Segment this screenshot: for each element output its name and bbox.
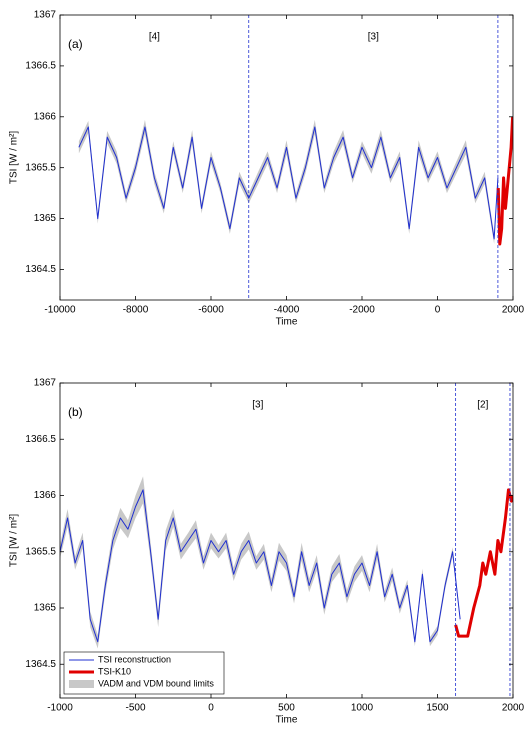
y-tick-label: 1364.5 [25, 264, 56, 275]
x-tick-label: -2000 [349, 305, 375, 316]
panel-label: (b) [68, 405, 83, 419]
x-tick-label: -500 [125, 703, 145, 714]
y-tick-label: 1366 [34, 111, 57, 122]
legend-swatch [69, 680, 94, 688]
y-tick-label: 1364.5 [25, 659, 56, 670]
x-axis-label: Time [276, 317, 298, 328]
legend-label: VADM and VDM bound limits [98, 678, 214, 688]
y-tick-label: 1366 [34, 490, 57, 501]
series-line [496, 116, 513, 246]
x-tick-label: 2000 [502, 305, 525, 316]
x-tick-label: 1000 [351, 703, 374, 714]
y-axis-label: TSI [W / m²] [9, 514, 20, 568]
series-line [454, 488, 513, 638]
legend-label: TSI reconstruction [98, 654, 171, 664]
y-tick-label: 1365.5 [25, 162, 56, 173]
region-label: [3] [368, 32, 379, 43]
plot-area [60, 476, 513, 649]
y-tick-label: 1366.5 [25, 61, 56, 72]
plot-area [78, 116, 513, 246]
series-line [78, 126, 499, 240]
y-tick-label: 1367 [34, 10, 57, 21]
x-tick-label: -10000 [44, 305, 76, 316]
panel-label: (a) [68, 37, 83, 51]
bound-band [78, 119, 498, 245]
x-tick-label: 2000 [502, 703, 525, 714]
y-tick-label: 1365 [34, 213, 57, 224]
x-tick-label: 1500 [426, 703, 449, 714]
x-tick-label: -1000 [47, 703, 73, 714]
x-axis-label: Time [276, 715, 298, 726]
x-tick-label: 0 [208, 703, 214, 714]
region-label: [3] [252, 400, 263, 411]
y-tick-label: 1365 [34, 603, 57, 614]
x-tick-label: -6000 [198, 305, 224, 316]
y-tick-label: 1366.5 [25, 434, 56, 445]
x-tick-label: 500 [278, 703, 295, 714]
region-label: [4] [149, 32, 160, 43]
axes-frame [59, 382, 514, 699]
axes-frame [59, 14, 514, 301]
y-axis-label: TSI [W / m²] [9, 131, 20, 185]
y-tick-label: 1365.5 [25, 546, 56, 557]
x-tick-label: 0 [435, 305, 441, 316]
bound-band [60, 476, 461, 649]
legend-label: TSI-K10 [98, 666, 131, 676]
y-tick-label: 1367 [34, 378, 57, 389]
series-line [60, 489, 461, 643]
region-label: [2] [477, 400, 488, 411]
x-tick-label: -4000 [274, 305, 300, 316]
x-tick-label: -8000 [123, 305, 149, 316]
